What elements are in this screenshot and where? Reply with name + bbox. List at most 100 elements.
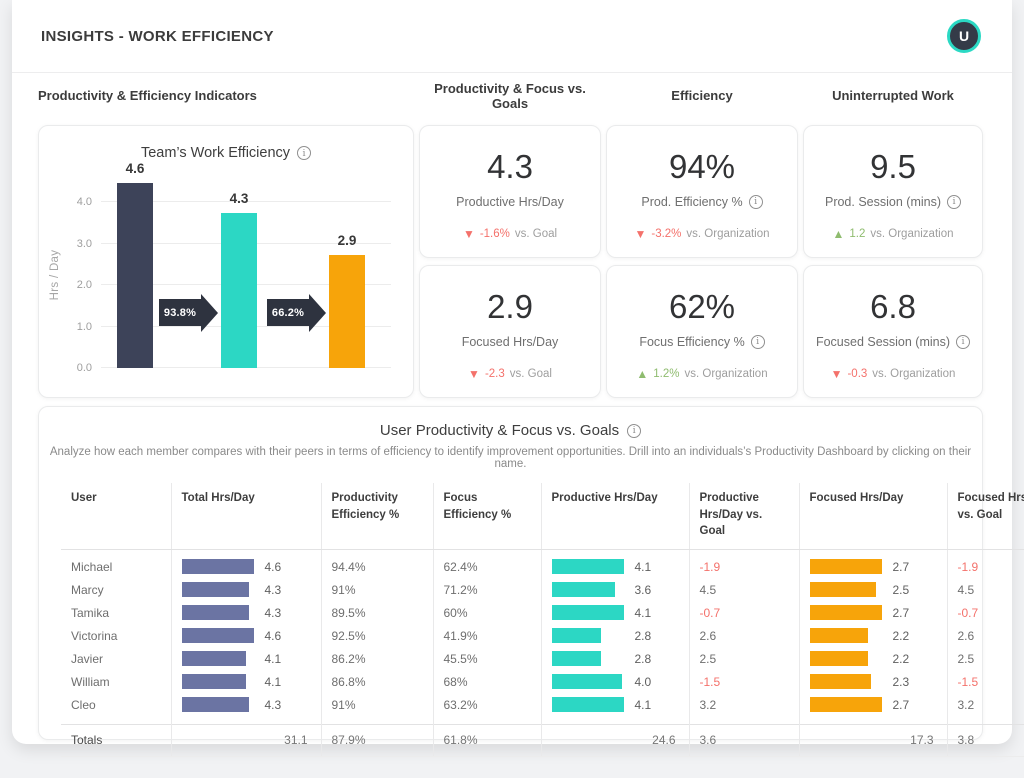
cell-prod-efficiency: 89.5%: [320, 601, 433, 625]
cell-total-hrs: 4.6: [170, 624, 321, 648]
arrow-percent-label: 93.8%: [163, 306, 197, 319]
user-name-link[interactable]: Javier: [71, 651, 104, 666]
page-title: INSIGHTS - WORK EFFICIENCY: [41, 27, 274, 45]
bar-value: 4.3: [264, 697, 282, 712]
kpi-value: 94%: [668, 148, 736, 185]
gridline: [101, 201, 391, 203]
bar-value: 4.1: [634, 697, 652, 712]
kpi-delta-suffix: vs. Organization: [684, 367, 768, 380]
kpi-delta-value: 1.2: [849, 227, 866, 240]
column-header: Productivity Efficiency %: [320, 483, 433, 551]
value-bar: [181, 697, 249, 713]
user-name-link[interactable]: Tamika: [71, 605, 110, 620]
cell-prod-efficiency: 86.8%: [320, 670, 433, 694]
value-bar: [809, 674, 871, 690]
y-tick-label: 0.0: [76, 362, 92, 374]
value-bar: [551, 628, 601, 644]
y-tick-label: 2.0: [76, 279, 92, 292]
bar-value-label: 4.6: [125, 161, 145, 177]
triangle-down-icon: ▼: [634, 226, 647, 241]
cell-focused-hrs: 2.2: [798, 647, 947, 671]
totals-total-hrs: 31.1: [170, 724, 321, 758]
bar-value: 4.1: [634, 559, 652, 574]
bar-value: 2.2: [892, 651, 910, 666]
user-name-link[interactable]: Victorina: [71, 628, 118, 643]
user-avatar[interactable]: U: [947, 19, 981, 53]
top-grid: Productivity & Efficiency Indicators Pro…: [38, 73, 983, 398]
info-icon[interactable]: i: [627, 423, 642, 438]
info-icon[interactable]: i: [947, 194, 961, 209]
info-icon[interactable]: i: [297, 146, 312, 160]
cell-productive-hrs: 4.1: [540, 601, 689, 625]
info-icon[interactable]: i: [750, 334, 765, 349]
cell-user: William: [61, 670, 171, 693]
cell-focused-vs-goal: 2.6: [946, 624, 1024, 648]
bar-track: [809, 651, 882, 667]
cell-focused-vs-goal: 3.2: [946, 693, 1024, 725]
totals-prod-efficiency: 87.9%: [320, 724, 433, 758]
kpi-label-text: Productive Hrs/Day: [456, 194, 564, 209]
bar-track: [181, 651, 254, 667]
bar-chart: Hrs / Day 0.0 1.0 2.0 3.0 4.0 4.6 4.3 2.9 93.8% 6…: [39, 161, 413, 389]
bar-value: 2.7: [892, 697, 910, 712]
chart-bar: 4.3: [221, 191, 257, 368]
user-name-link[interactable]: William: [71, 674, 110, 689]
bar-value: 4.3: [264, 582, 282, 597]
value-bar: [181, 582, 249, 598]
cell-prod-efficiency: 92.5%: [320, 624, 433, 648]
bar-track: [181, 697, 254, 713]
bar-track: [551, 559, 624, 575]
cell-focused-vs-goal: 4.5: [946, 578, 1024, 602]
section-label-efficiency: Efficiency: [671, 88, 733, 103]
avatar-letter: U: [958, 28, 970, 44]
arrow-percent-label: 66.2%: [271, 306, 305, 319]
bar-value: 4.6: [264, 628, 282, 643]
bar-value: 2.2: [892, 628, 910, 643]
cell-focused-vs-goal: 2.5: [946, 647, 1024, 671]
user-name-link[interactable]: Cleo: [71, 697, 96, 712]
kpi-delta-value: -0.3: [847, 367, 868, 380]
kpi-card-prod-session: 9.5 Prod. Session (mins) i ▲ 1.2 vs. Organiza…: [803, 125, 983, 258]
bar-track: [181, 674, 254, 690]
triangle-down-icon: ▼: [830, 366, 843, 381]
cell-total-hrs: 4.6: [170, 549, 321, 579]
kpi-label: Focused Hrs/Day: [462, 335, 559, 349]
chart-plot-area: 0.0 1.0 2.0 3.0 4.0 4.6 4.3 2.9 93.8% 66.2%: [77, 161, 391, 374]
cell-user: Javier: [61, 647, 171, 670]
cell-focused-vs-goal: -0.7: [946, 601, 1024, 625]
kpi-label-text: Prod. Session (mins): [824, 194, 941, 209]
bar-value: 3.6: [634, 582, 652, 597]
cell-focused-vs-goal: -1.5: [946, 670, 1024, 694]
table-title-row: User Productivity & Focus vs. Goals i: [39, 422, 982, 439]
cell-total-hrs: 4.3: [170, 601, 321, 625]
totals-label: Totals: [61, 724, 171, 758]
bar-track: [551, 697, 624, 713]
totals-productive-hrs: 24.6: [540, 724, 689, 758]
chart-title: Team’s Work Efficiency: [140, 145, 291, 161]
info-icon[interactable]: i: [748, 194, 763, 209]
chart-title-row: Team’s Work Efficiency i: [39, 145, 413, 161]
value-bar: [551, 674, 622, 690]
value-bar: [551, 697, 624, 713]
totals-focused-vs-goal: 3.8: [946, 724, 1024, 758]
value-bar: [809, 582, 877, 598]
table-header-row: User Total Hrs/Day Productivity Efficiency…: [61, 483, 1024, 551]
kpi-value: 4.3: [487, 148, 533, 185]
y-tick-label: 3.0: [76, 237, 92, 250]
kpi-label: Prod. Efficiency % i: [641, 194, 763, 209]
info-icon[interactable]: i: [956, 334, 971, 349]
cell-focused-hrs: 2.7: [798, 693, 947, 725]
column-header: Focused Hrs/Day vs. Goal: [946, 483, 1024, 551]
bar-track: [809, 697, 882, 713]
cell-user: Michael: [61, 550, 171, 579]
cell-focused-hrs: 2.3: [798, 670, 947, 694]
user-name-link[interactable]: Marcy: [71, 582, 104, 597]
cell-prod-efficiency: 91%: [320, 693, 433, 725]
kpi-delta-suffix: vs. Goal: [509, 367, 552, 380]
bar-value: 2.7: [892, 605, 910, 620]
user-name-link[interactable]: Michael: [71, 559, 113, 574]
bar-value: 4.0: [634, 674, 652, 689]
kpi-value: 6.8: [870, 288, 916, 325]
bar-track: [809, 674, 882, 690]
kpi-delta: ▼ -3.2% vs. Organization: [634, 228, 769, 240]
